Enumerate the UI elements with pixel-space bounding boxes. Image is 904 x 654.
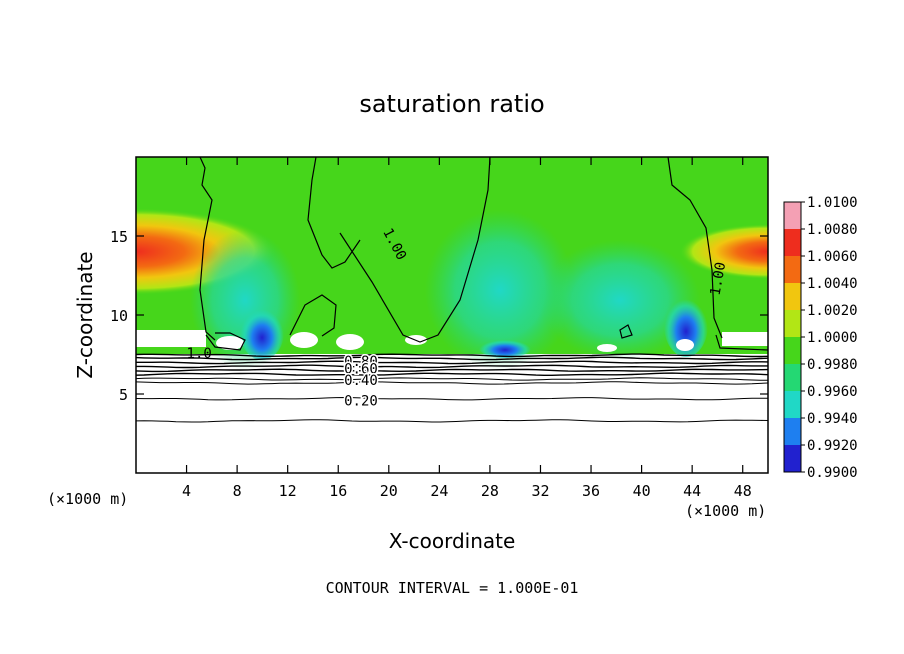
contour-1-00-east bbox=[667, 157, 723, 339]
contour-small-loop bbox=[619, 324, 633, 339]
x-tick-label: 40 bbox=[633, 482, 651, 500]
x-axis-label: X-coordinate bbox=[389, 529, 516, 553]
contour-value-label: 1.0 bbox=[187, 346, 212, 362]
colorbar-label: 1.0020 bbox=[807, 303, 858, 319]
contour-1-00-central-plume bbox=[339, 157, 491, 343]
y-tick-label: 15 bbox=[110, 228, 128, 246]
contour-cloud-edge-left bbox=[205, 332, 246, 351]
colorbar-label: 0.9980 bbox=[807, 357, 858, 373]
cloud-patch-3 bbox=[336, 334, 364, 350]
cloud-patch-1 bbox=[216, 336, 244, 350]
colorbar-swatch bbox=[784, 202, 801, 230]
contour-label-layer: 1.001.001.0 0.800.600.400.20 bbox=[187, 226, 730, 411]
x-tick-label: 32 bbox=[531, 482, 549, 500]
y-axis-label: Z-coordinate bbox=[73, 251, 97, 378]
x-tick-label: 28 bbox=[481, 482, 499, 500]
plot-area bbox=[136, 157, 768, 473]
layer-contour-line bbox=[136, 419, 768, 423]
contour-value-label: 0.40 bbox=[344, 373, 378, 389]
contour-cloud-edge-right bbox=[715, 334, 768, 351]
colorbar-swatch bbox=[784, 256, 801, 284]
contour-value-label: 0.20 bbox=[344, 393, 378, 409]
colorbar-swatch bbox=[784, 391, 801, 419]
layer-contours bbox=[136, 353, 768, 423]
blue-region-2 bbox=[664, 293, 708, 357]
colorbar-swatch bbox=[784, 310, 801, 338]
layer-contour-line bbox=[136, 353, 768, 358]
blue-region-3 bbox=[479, 338, 531, 358]
colorbar-label: 1.0040 bbox=[807, 276, 858, 292]
cloud-patch-6 bbox=[676, 339, 694, 351]
colorbar-swatch bbox=[784, 337, 801, 365]
colorbar-swatch bbox=[784, 445, 801, 473]
contour-value-label: 0.80 bbox=[344, 354, 378, 370]
layer-contour-line bbox=[136, 381, 768, 385]
colorbar-label: 0.9900 bbox=[807, 465, 858, 481]
x-axis: 4 8 12 16 20 24 28 32 36 40 44 48 bbox=[182, 157, 752, 500]
layer-contour-line bbox=[136, 368, 768, 373]
contour-value-label: 1.00 bbox=[708, 261, 730, 297]
contour-interval-footer: CONTOUR INTERVAL = 1.000E-01 bbox=[326, 579, 579, 597]
left-white-band bbox=[136, 330, 206, 347]
colorbar-label: 0.9920 bbox=[807, 438, 858, 454]
cloud-patch-5 bbox=[597, 344, 617, 352]
x-tick-label: 8 bbox=[233, 482, 242, 500]
blue-region-1 bbox=[240, 304, 284, 360]
y-tick-label: 10 bbox=[110, 307, 128, 325]
colorbar-label: 0.9940 bbox=[807, 411, 858, 427]
layer-contour-line bbox=[136, 360, 768, 365]
colorbar-label: 1.0060 bbox=[807, 249, 858, 265]
x-units-left: (×1000 m) bbox=[47, 490, 128, 508]
colorbar-label: 1.0080 bbox=[807, 222, 858, 238]
contour-1-00-lobe bbox=[289, 294, 337, 337]
x-tick-label: 36 bbox=[582, 482, 600, 500]
layer-contour-line bbox=[136, 372, 768, 376]
x-tick-label: 20 bbox=[380, 482, 398, 500]
colorbar-swatch bbox=[784, 418, 801, 446]
x-tick-label: 12 bbox=[279, 482, 297, 500]
x-tick-label: 4 bbox=[182, 482, 191, 500]
colorbar: 1.0100 1.0080 1.0060 1.0040 1.0020 1.0000 0.99… bbox=[783, 195, 858, 481]
contour-1-00-central-left bbox=[307, 157, 361, 269]
layer-contour-line bbox=[136, 356, 768, 361]
x-units-right: (×1000 m) bbox=[685, 502, 766, 520]
contour-lines bbox=[199, 157, 768, 351]
layer-contour-line bbox=[136, 377, 768, 381]
colorbar-swatch bbox=[784, 283, 801, 311]
contour-1-00-west bbox=[199, 157, 216, 341]
cyan-region-2 bbox=[425, 210, 575, 370]
right-white-band bbox=[722, 332, 768, 346]
layer-contour-line bbox=[136, 364, 768, 369]
y-tick-label: 5 bbox=[119, 386, 128, 404]
y-axis: 5 10 15 bbox=[110, 228, 768, 404]
x-tick-label: 48 bbox=[734, 482, 752, 500]
colorbar-label: 1.0000 bbox=[807, 330, 858, 346]
x-tick-label: 16 bbox=[329, 482, 347, 500]
contour-value-label: 0.60 bbox=[344, 362, 378, 378]
colorbar-swatch bbox=[784, 229, 801, 257]
chart-title: saturation ratio bbox=[359, 90, 544, 118]
cyan-region-3 bbox=[540, 240, 700, 360]
layer-contour-line bbox=[136, 396, 768, 401]
x-tick-label: 44 bbox=[683, 482, 701, 500]
colorbar-swatch bbox=[784, 364, 801, 392]
cloud-patch-2 bbox=[290, 332, 318, 348]
colorbar-label: 1.0100 bbox=[807, 195, 858, 211]
x-tick-label: 24 bbox=[430, 482, 448, 500]
colorbar-label: 0.9960 bbox=[807, 384, 858, 400]
